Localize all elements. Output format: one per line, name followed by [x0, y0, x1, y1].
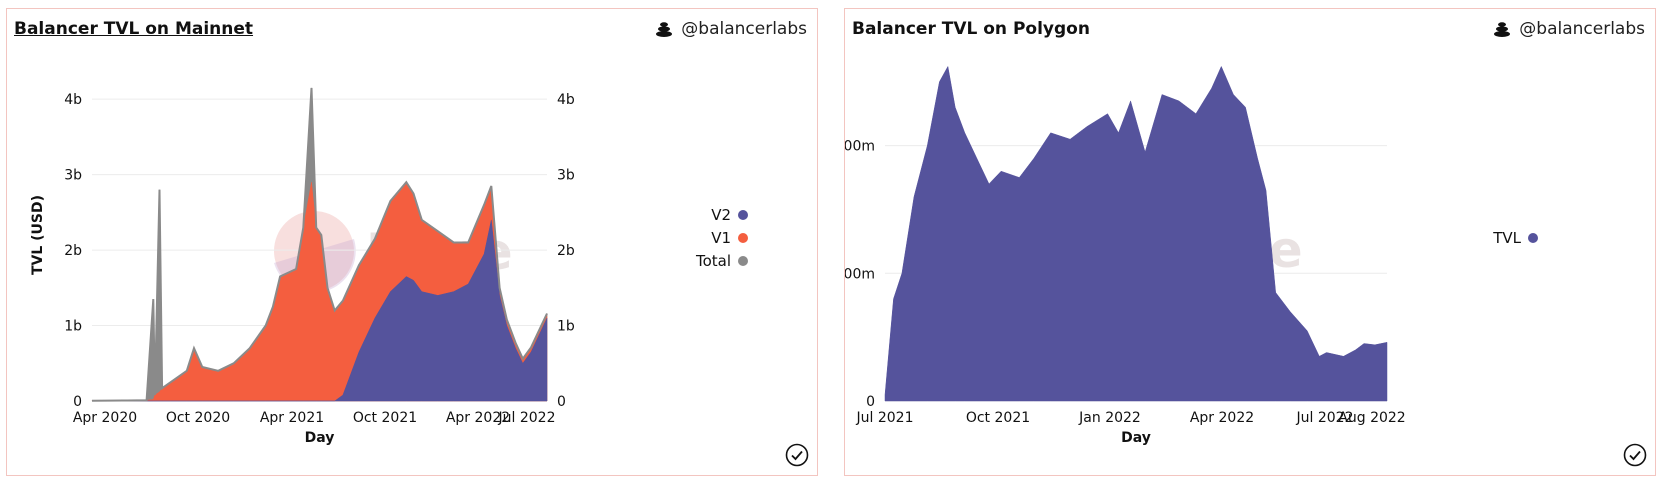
polygon-panel: Balancer TVL on Polygon @balancerlabs Du… [844, 8, 1656, 476]
x-tick-label: Oct 2020 [166, 410, 230, 426]
x-tick-label: Jul 2022 [1296, 410, 1354, 426]
legend-swatch-total [738, 256, 748, 266]
y-tick-label: 1b [64, 319, 82, 335]
legend-swatch-v1 [738, 233, 748, 243]
legend-label-v2: V2 [711, 206, 731, 224]
v2-area [92, 219, 548, 402]
y-right-tick-label: 0 [557, 394, 566, 410]
total-line [91, 87, 548, 402]
legend-swatch-v2 [738, 210, 748, 220]
y-tick-label: 100m [845, 266, 875, 282]
author-avatar-icon [656, 22, 673, 37]
x-tick-label: Oct 2021 [353, 410, 417, 426]
polygon-author-name: @balancerlabs [1519, 19, 1645, 39]
y-tick-label: 200m [845, 139, 875, 155]
x-axis-label: Day [305, 430, 335, 446]
mainnet-title[interactable]: Balancer TVL on Mainnet [14, 19, 254, 39]
x-tick-label: Apr 2020 [73, 410, 137, 426]
y-tick-label: 4b [64, 92, 82, 108]
y-axis-label: TVL (USD) [30, 195, 46, 275]
polygon-author[interactable]: @balancerlabs [1493, 19, 1645, 39]
x-tick-label: Apr 2022 [1190, 410, 1254, 426]
x-tick-label: Jul 2022 [498, 410, 556, 426]
y-right-tick-label: 3b [557, 168, 575, 184]
check-circle-icon[interactable] [785, 443, 809, 467]
legend-label-total: Total [695, 252, 731, 270]
x-tick-label: Aug 2022 [1338, 410, 1405, 426]
y-tick-label: 2b [64, 243, 82, 259]
author-avatar-icon [1494, 22, 1511, 37]
mainnet-panel: Balancer TVL on Mainnet @balancerlabs Du… [6, 8, 818, 476]
y-tick-label: 0 [866, 394, 875, 410]
y-right-tick-label: 4b [557, 92, 575, 108]
x-tick-label: Apr 2022 [446, 410, 510, 426]
y-right-tick-label: 2b [557, 243, 575, 259]
y-tick-label: 3b [64, 168, 82, 184]
tvl-area [884, 65, 1388, 402]
legend-label-tvl: TVL [1492, 229, 1521, 247]
mainnet-author[interactable]: @balancerlabs [655, 19, 807, 39]
legend-swatch-tvl [1528, 233, 1538, 243]
y-right-tick-label: 1b [557, 319, 575, 335]
x-axis-label: Day [1121, 430, 1151, 446]
check-circle-icon[interactable] [1623, 443, 1647, 467]
polygon-title[interactable]: Balancer TVL on Polygon [852, 19, 1090, 39]
x-tick-label: Apr 2021 [260, 410, 324, 426]
x-tick-label: Jul 2021 [856, 410, 914, 426]
x-tick-label: Jan 2022 [1078, 410, 1141, 426]
legend-label-v1: V1 [711, 229, 731, 247]
mainnet-author-name: @balancerlabs [681, 19, 807, 39]
y-tick-label: 0 [73, 394, 82, 410]
x-tick-label: Oct 2021 [966, 410, 1030, 426]
